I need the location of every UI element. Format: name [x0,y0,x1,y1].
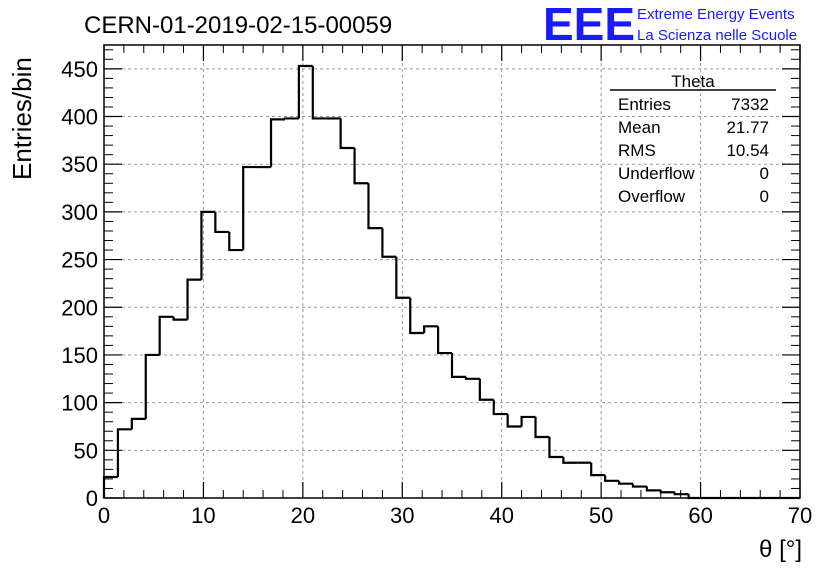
stats-box: Theta Entries 7332 Mean 21.77 RMS 10.54 Underf… [610,72,776,206]
y-tick-label: 300 [61,200,98,225]
logo-line-1: Extreme Energy Events [637,6,795,23]
histogram-bin [450,353,466,378]
stats-row-value: 0 [760,164,769,183]
grid-lines [104,45,800,498]
stats-row-label: Overflow [618,187,686,206]
histogram-bin [144,353,160,419]
histogram-bin [409,297,425,335]
axis-ticks [103,45,801,499]
histogram-bin [520,415,536,427]
x-tick-label: 40 [489,503,513,528]
y-axis-label: Entries/bin [7,57,37,180]
x-tick-label: 60 [688,503,712,528]
histogram-bin [297,64,313,119]
histogram-bin [548,436,564,459]
stats-row-label: Entries [618,95,671,114]
histogram-bin [492,399,508,416]
histogram-bin [590,462,606,477]
histogram-bin [102,475,118,498]
histogram-bin [617,480,633,485]
stats-title: Theta [671,72,715,91]
x-axis-label: θ [°] [759,536,802,563]
stats-row-value: 10.54 [726,141,769,160]
histogram-bin [228,231,244,252]
stats-row-label: Underflow [618,164,695,183]
x-tick-label: 30 [390,503,414,528]
y-tick-label: 350 [61,152,98,177]
histogram-bin [339,118,355,150]
histogram-bin [116,428,132,478]
histogram-bin [200,210,216,280]
histogram-bin [158,315,174,355]
plot-frame [103,44,801,499]
x-tick-label: 50 [589,503,613,528]
y-tick-label: 250 [61,248,98,273]
stats-row-value: 0 [760,187,769,206]
y-tick-label: 450 [61,57,98,82]
histogram-bin [242,165,258,251]
y-tick-labels: 0 50 100 150 200 250 300 350 400 450 [61,57,98,511]
logo-mark: EEE [543,0,635,50]
y-tick-label: 50 [74,438,98,463]
histogram-bin [172,316,188,321]
histogram-bin [395,256,411,299]
histogram-bars [102,64,800,500]
eee-logo: EEE Extreme Energy Events La Scienza nel… [543,0,797,50]
histogram-bin [534,416,550,439]
x-tick-label: 0 [98,503,110,528]
x-tick-label: 10 [191,503,215,528]
histogram-bin [130,417,146,430]
stats-row-label: Mean [618,118,661,137]
histogram-bin [186,278,202,320]
y-tick-label: 400 [61,105,98,130]
histogram-bin [381,228,397,258]
y-tick-label: 0 [86,486,98,511]
stats-row-label: RMS [618,141,656,160]
histogram-bin [645,486,661,492]
histogram-bin [631,483,647,488]
histogram-bin [436,326,452,355]
histogram-bin [269,118,285,168]
stats-row-value: 7332 [731,95,769,114]
histogram-bin [367,183,383,230]
histogram-bin [464,376,480,380]
histogram-bin [353,147,369,185]
histogram-bin [478,378,494,401]
histogram-bin [562,456,578,464]
histogram-bin [673,492,689,496]
x-tick-label: 70 [788,503,812,528]
logo-line-2: La Scienza nelle Scuole [637,27,797,44]
histogram-bin [506,414,522,428]
chart-title: CERN-01-2019-02-15-00059 [84,12,392,39]
y-tick-label: 150 [61,343,98,368]
histogram-bin [659,490,675,494]
x-tick-label: 20 [291,503,315,528]
y-tick-label: 100 [61,391,98,416]
y-tick-label: 200 [61,295,98,320]
histogram-bin [604,475,620,482]
stats-row-value: 21.77 [726,118,769,137]
x-tick-labels: 0 10 20 30 40 50 60 70 [98,503,812,528]
histogram-bin [214,211,230,234]
histogram-bin [423,325,439,334]
histogram-bin [283,117,299,120]
histogram-bin [311,65,327,120]
